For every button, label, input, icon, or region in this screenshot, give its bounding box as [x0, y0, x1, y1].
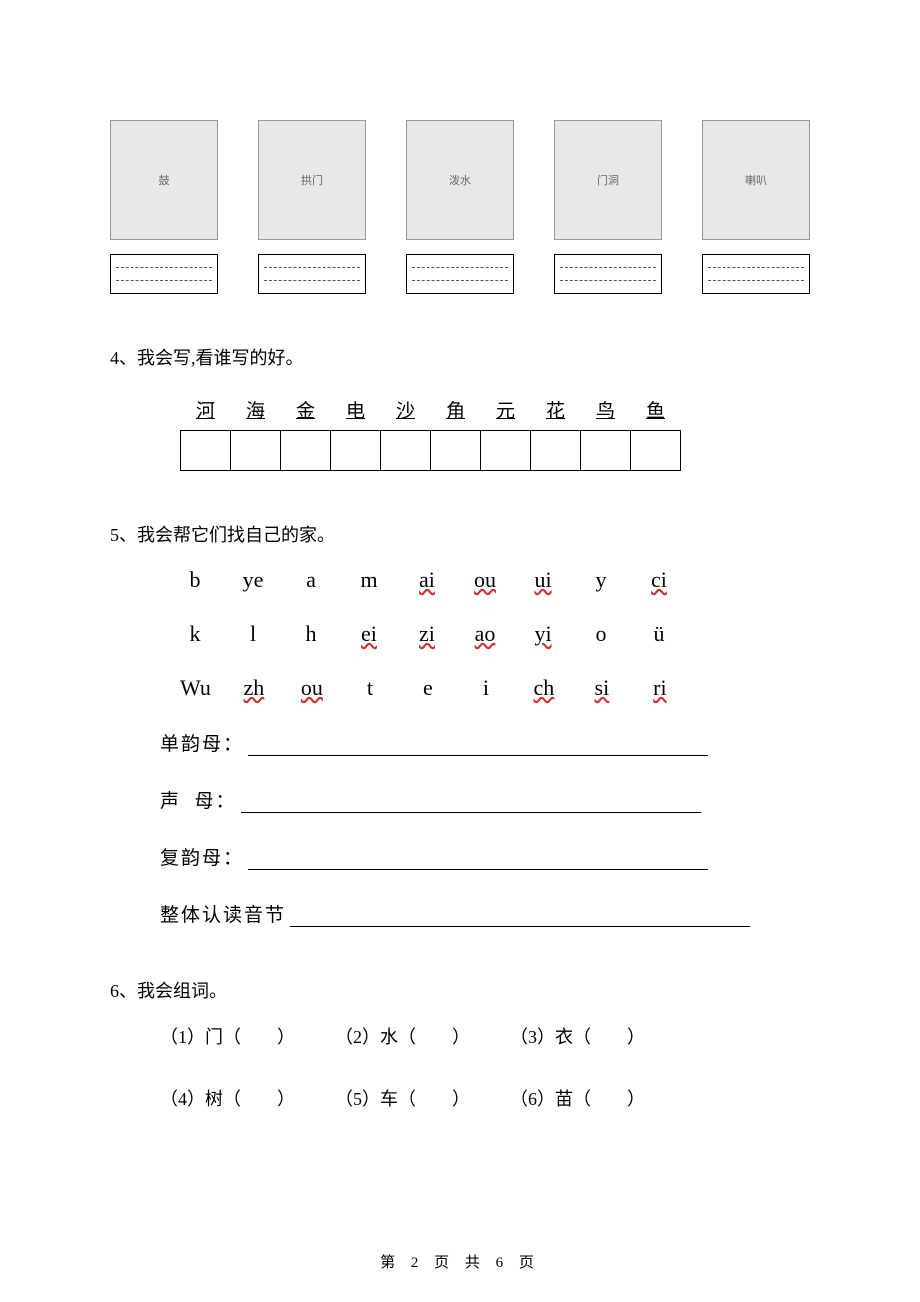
q6-row1: （1）门（ ） （2）水（ ） （3）衣（ ） — [160, 1023, 810, 1049]
pinyin-item: i — [471, 675, 501, 701]
write-box[interactable] — [258, 254, 366, 294]
soldier-bugle-image: 喇叭 — [702, 120, 810, 240]
pinyin-item: si — [587, 675, 617, 701]
q4-header-cell: 海 — [231, 390, 281, 430]
q5-title: 5、我会帮它们找自己的家。 — [110, 521, 810, 547]
q4-empty-cell[interactable] — [181, 430, 231, 470]
q4-empty-cell[interactable] — [281, 430, 331, 470]
q6-title: 6、我会组词。 — [110, 977, 810, 1003]
q4-empty-cell[interactable] — [331, 430, 381, 470]
pinyin-item: ri — [645, 675, 675, 701]
pinyin-item: Wu — [180, 675, 211, 701]
q3-image-col: 门洞 — [554, 120, 662, 294]
pinyin-item: ei — [354, 621, 384, 647]
drum-image: 鼓 — [110, 120, 218, 240]
pinyin-item: yi — [528, 621, 558, 647]
pinyin-item: ai — [412, 567, 442, 593]
pinyin-item: o — [586, 621, 616, 647]
pinyin-item: ou — [297, 675, 327, 701]
q4-header-cell: 沙 — [381, 390, 431, 430]
classify-row: 单韵母： — [160, 729, 810, 756]
classify-label: 复韵母： — [160, 843, 244, 870]
boy-sprinkle-image: 泼水 — [406, 120, 514, 240]
pinyin-item: h — [296, 621, 326, 647]
pinyin-row: b ye a m ai ou ui y ci — [180, 567, 810, 593]
pinyin-item: l — [238, 621, 268, 647]
pinyin-item: m — [354, 567, 384, 593]
q4-empty-cell[interactable] — [581, 430, 631, 470]
pinyin-item: zh — [239, 675, 269, 701]
q6-row2: （4）树（ ） （5）车（ ） （6）苗（ ） — [160, 1085, 810, 1111]
write-box[interactable] — [406, 254, 514, 294]
word-item[interactable]: （1）门（ ） — [160, 1023, 295, 1049]
write-box[interactable] — [110, 254, 218, 294]
q4-header-cell: 角 — [431, 390, 481, 430]
write-box[interactable] — [702, 254, 810, 294]
q4-header-cell: 金 — [281, 390, 331, 430]
q4-header-cell: 花 — [531, 390, 581, 430]
q3-images-row: 鼓拱门泼水门洞喇叭 — [110, 120, 810, 294]
word-item[interactable]: （5）车（ ） — [335, 1085, 470, 1111]
pinyin-item: ch — [529, 675, 559, 701]
wall-arch-image: 门洞 — [554, 120, 662, 240]
write-box[interactable] — [554, 254, 662, 294]
classify-row: 复韵母： — [160, 843, 810, 870]
pinyin-item: ao — [470, 621, 500, 647]
q3-image-col: 喇叭 — [702, 120, 810, 294]
pinyin-item: ui — [528, 567, 558, 593]
q4-char-table: 河海金电沙角元花鸟鱼 — [180, 390, 681, 471]
pinyin-item: t — [355, 675, 385, 701]
q4-empty-cell[interactable] — [531, 430, 581, 470]
q3-image-col: 泼水 — [406, 120, 514, 294]
classify-label: 单韵母： — [160, 729, 244, 756]
q4-header-cell: 电 — [331, 390, 381, 430]
pinyin-item: e — [413, 675, 443, 701]
classify-line[interactable] — [290, 907, 750, 927]
q4-header-cell: 元 — [481, 390, 531, 430]
q5-classify: 单韵母： 声 母： 复韵母： 整体认读音节 — [110, 729, 810, 927]
pinyin-item: ye — [238, 567, 268, 593]
q6-section: 6、我会组词。 （1）门（ ） （2）水（ ） （3）衣（ ） （4）树（ ） （5）… — [110, 977, 810, 1111]
q4-empty-cell[interactable] — [481, 430, 531, 470]
word-item[interactable]: （4）树（ ） — [160, 1085, 295, 1111]
word-item[interactable]: （2）水（ ） — [335, 1023, 470, 1049]
pinyin-row: k l h ei zi ao yi o ü — [180, 621, 810, 647]
word-item[interactable]: （6）苗（ ） — [510, 1085, 645, 1111]
classify-label: 整体认读音节 — [160, 900, 286, 927]
classify-row: 整体认读音节 — [160, 900, 810, 927]
pinyin-item: y — [586, 567, 616, 593]
classify-line[interactable] — [241, 793, 701, 813]
pinyin-item: ü — [644, 621, 674, 647]
q4-empty-cell[interactable] — [631, 430, 681, 470]
page-footer: 第 2 页 共 6 页 — [0, 1251, 920, 1272]
classify-row: 声 母： — [160, 786, 810, 813]
classify-label: 声 母： — [160, 786, 237, 813]
pinyin-item: b — [180, 567, 210, 593]
classify-line[interactable] — [248, 850, 708, 870]
q4-empty-cell[interactable] — [381, 430, 431, 470]
arch-hide-image: 拱门 — [258, 120, 366, 240]
pinyin-item: zi — [412, 621, 442, 647]
pinyin-item: a — [296, 567, 326, 593]
q5-section: 5、我会帮它们找自己的家。 byeamaiouuiyciklheiziaoyio… — [110, 521, 810, 927]
pinyin-item: ci — [644, 567, 674, 593]
q4-empty-cell[interactable] — [231, 430, 281, 470]
q5-pinyin-rows: byeamaiouuiyciklheiziaoyioüWuzhouteichsi… — [180, 567, 810, 701]
q4-header-cell: 鱼 — [631, 390, 681, 430]
q4-section: 4、我会写,看谁写的好。 河海金电沙角元花鸟鱼 — [110, 344, 810, 471]
q3-image-col: 鼓 — [110, 120, 218, 294]
pinyin-item: k — [180, 621, 210, 647]
q4-empty-cell[interactable] — [431, 430, 481, 470]
classify-line[interactable] — [248, 736, 708, 756]
pinyin-item: ou — [470, 567, 500, 593]
q4-title: 4、我会写,看谁写的好。 — [110, 344, 810, 370]
word-item[interactable]: （3）衣（ ） — [510, 1023, 645, 1049]
pinyin-row: Wu zh ou t e i ch si ri — [180, 675, 810, 701]
q3-image-col: 拱门 — [258, 120, 366, 294]
q4-header-cell: 河 — [181, 390, 231, 430]
q4-header-cell: 鸟 — [581, 390, 631, 430]
